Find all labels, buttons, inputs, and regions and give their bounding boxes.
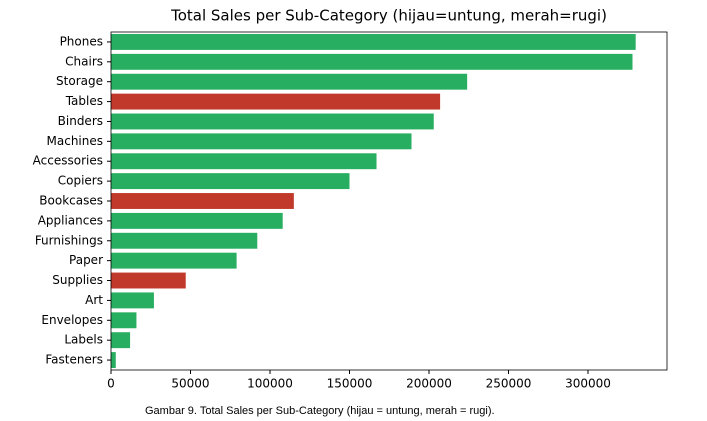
y-tick-label: Supplies: [52, 273, 103, 287]
y-tick-label: Binders: [58, 114, 103, 128]
y-tick-label: Machines: [47, 134, 103, 148]
caption: Gambar 9. Total Sales per Sub-Category (…: [145, 405, 495, 417]
y-tick-label: Furnishings: [35, 233, 103, 247]
bar: [111, 232, 258, 249]
y-tick-label: Envelopes: [41, 313, 103, 327]
y-tick-label: Tables: [65, 94, 103, 108]
bar: [111, 352, 116, 369]
bar: [111, 312, 137, 329]
plot-frame: [110, 31, 668, 371]
y-tick-label: Copiers: [58, 174, 103, 188]
bar: [111, 252, 237, 269]
x-tick-label: 100000: [247, 377, 293, 391]
bar: [111, 93, 441, 110]
bar: [111, 153, 377, 170]
y-tick-label: Labels: [64, 333, 103, 347]
x-tick-label: 200000: [406, 377, 452, 391]
bar: [111, 193, 294, 209]
y-tick-label: Accessories: [33, 154, 103, 168]
bar: [111, 292, 154, 309]
x-tick-label: 300000: [565, 377, 611, 391]
bar: [111, 53, 633, 70]
chart-title: Total Sales per Sub-Category (hijau=untu…: [170, 7, 607, 25]
y-tick-label: Art: [85, 293, 103, 307]
bar: [111, 73, 468, 90]
x-tick-label: 150000: [327, 377, 373, 391]
y-tick-label: Storage: [56, 74, 103, 88]
y-tick-label: Chairs: [65, 54, 103, 68]
y-tick-label: Phones: [60, 34, 103, 48]
bar: [111, 332, 131, 349]
x-tick-label: 250000: [486, 377, 532, 391]
bar: [111, 113, 434, 130]
y-tick-label: Bookcases: [39, 194, 103, 208]
y-tick-label: Fasteners: [45, 353, 103, 367]
bar: [111, 133, 412, 150]
y-tick-label: Appliances: [38, 213, 103, 227]
x-tick-label: 50000: [171, 377, 209, 391]
bar: [111, 173, 350, 190]
bar: [111, 212, 283, 229]
y-tick-label: Paper: [69, 253, 103, 267]
bar: [111, 33, 636, 50]
bar: [111, 272, 186, 289]
x-tick-label: 0: [107, 377, 115, 391]
